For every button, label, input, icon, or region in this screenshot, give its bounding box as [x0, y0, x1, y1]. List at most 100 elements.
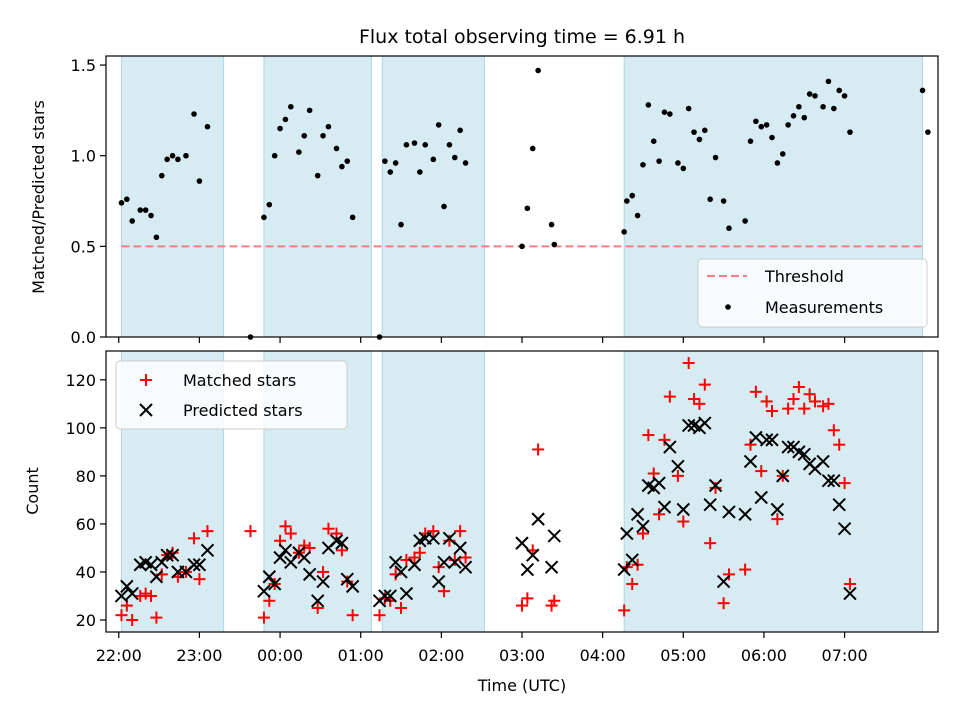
- measurement-point: [707, 196, 713, 203]
- predicted-star-point: [797, 447, 811, 461]
- matched-star-point: [658, 433, 671, 446]
- predicted-star-point: [816, 454, 830, 469]
- x-tick-label: 01:00: [338, 646, 384, 665]
- observing-window-band: [381, 55, 485, 338]
- matched-star-point: [739, 563, 752, 576]
- predicted-star-point: [749, 430, 763, 445]
- chart-title: Flux total observing time = 6.91 h: [359, 26, 685, 48]
- x-tick-label: 02:00: [418, 646, 464, 665]
- x-tick-label: 22:00: [96, 646, 142, 665]
- measurement-point: [640, 161, 646, 168]
- matched-star-point: [134, 589, 147, 602]
- matched-star-point: [642, 429, 655, 442]
- measurement-point: [296, 149, 302, 155]
- top-panel: 0.0 0.5 1.0 1.5 Matched/Predicted stars Thr…: [29, 55, 939, 347]
- measurement-point: [661, 109, 668, 115]
- predicted-star-point: [431, 574, 446, 589]
- measurement-point: [325, 123, 332, 130]
- predicted-star-point: [676, 502, 691, 517]
- measurement-point: [785, 122, 791, 128]
- matched-star-point: [809, 395, 822, 408]
- measurement-point: [430, 156, 437, 163]
- matched-star-point: [521, 592, 534, 605]
- predicted-star-point: [340, 572, 354, 586]
- measurement-point: [411, 140, 418, 146]
- predicted-star-point: [165, 548, 180, 562]
- predicted-star-point: [515, 536, 529, 550]
- measurement-point: [806, 91, 813, 97]
- top-y-ticks: 0.0 0.5 1.0 1.5: [71, 56, 106, 347]
- y-tick-label: 120: [65, 371, 96, 390]
- matched-star-point: [145, 589, 158, 602]
- measurement-point: [392, 160, 399, 166]
- matched-star-point: [817, 400, 830, 413]
- bottom-panel: 20 40 60 80 100 120 22:00 23:00 00:00 01:00 02:00…: [23, 350, 939, 695]
- measurement-point: [758, 123, 765, 130]
- x-axis-label: Time (UTC): [477, 676, 566, 695]
- predicted-star-point: [832, 498, 846, 512]
- measurement-point: [175, 156, 181, 163]
- matched-star-point: [749, 385, 762, 398]
- matched-star-point: [454, 525, 467, 538]
- matched-star-point: [548, 594, 561, 607]
- matched-star-point: [150, 611, 163, 624]
- predicted-star-point: [394, 565, 408, 579]
- matched-star-point: [766, 405, 779, 418]
- matched-star-point: [201, 525, 214, 538]
- predicted-star-point: [754, 490, 768, 505]
- measurement-point: [621, 229, 627, 235]
- predicted-star-point: [448, 555, 462, 570]
- measurement-point: [435, 122, 442, 128]
- measurement-point: [314, 172, 321, 179]
- measurement-point: [624, 198, 630, 204]
- legend-threshold-label: Threshold: [764, 267, 844, 286]
- matched-star-point: [284, 527, 297, 540]
- predicted-star-point: [671, 459, 685, 473]
- x-tick-label: 03:00: [499, 646, 545, 665]
- matched-star-point: [636, 527, 649, 540]
- predicted-star-point: [843, 586, 857, 601]
- predicted-star-point: [335, 536, 349, 550]
- measurement-point: [667, 111, 673, 117]
- matched-star-point: [838, 477, 851, 490]
- measurement-point: [801, 114, 808, 121]
- y-tick-label: 1.0: [71, 147, 96, 166]
- bottom-y-axis-label: Count: [23, 467, 42, 515]
- matched-star-point: [427, 525, 440, 538]
- measurement-point: [691, 129, 697, 135]
- predicted-star-point: [821, 473, 836, 488]
- predicted-star-point: [520, 562, 535, 577]
- predicted-star-point: [765, 433, 779, 447]
- measurement-point: [650, 138, 657, 145]
- predicted-star-point: [458, 560, 473, 574]
- measurement-point: [320, 132, 326, 139]
- measurement-point: [742, 218, 748, 224]
- matched-star-point: [653, 508, 666, 521]
- measurement-point: [266, 201, 273, 208]
- measurement-point: [841, 93, 848, 99]
- predicted-star-point: [544, 560, 559, 574]
- predicted-star-point: [273, 550, 287, 565]
- bottom-x-ticks: 22:00 23:00 00:00 01:00 02:00 03:00 04:00 05:00…: [96, 632, 868, 665]
- matched-star-point: [827, 424, 840, 437]
- measurement-point: [169, 152, 176, 159]
- matched-star-point: [693, 397, 706, 410]
- predicted-star-point: [383, 589, 397, 603]
- predicted-star-point: [125, 586, 139, 601]
- predicted-star-point: [759, 433, 774, 447]
- predicted-star-point: [526, 548, 540, 562]
- measurements-series: [118, 67, 931, 340]
- measurement-point: [118, 200, 125, 206]
- measurement-point: [382, 158, 388, 164]
- predicted-star-point: [437, 555, 451, 570]
- measurement-point: [333, 145, 340, 152]
- measurement-point: [457, 127, 463, 134]
- measurement-point: [441, 203, 447, 210]
- predicted-star-point: [703, 498, 717, 512]
- predicted-star-point: [716, 574, 731, 589]
- matched-star-point: [803, 388, 816, 401]
- observing-window-band: [623, 350, 924, 633]
- measurement-point: [680, 165, 687, 172]
- measurement-point: [702, 127, 708, 134]
- measurement-point: [387, 169, 394, 175]
